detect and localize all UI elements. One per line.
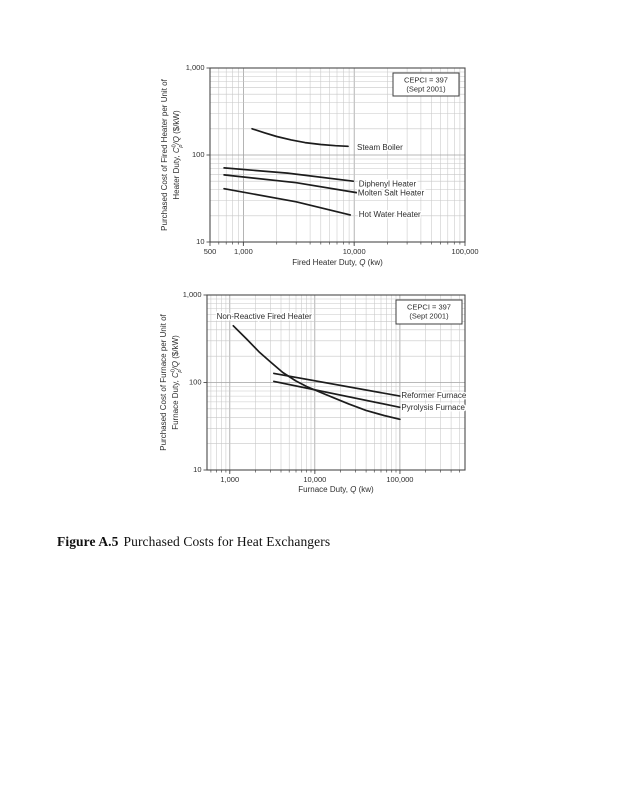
legend-line2: (Sept 2001) [409,312,449,321]
x-axis-title: Furnace Duty, Q (kw) [298,485,374,494]
y-tick-label: 100 [192,150,205,159]
x-tick-label: 1,000 [220,475,239,484]
series-label-hot-water-heater: Hot Water Heater [359,210,421,219]
legend-box: CEPCI = 397(Sept 2001) [395,299,463,325]
furnaces-chart: 1,000 10,000 100,000 10 100 1,000 Furnace Duty… [145,288,485,503]
fired-heaters-chart: 500 1,000 10,000 100,000 10 100 1,000 Fired Hea… [145,38,485,276]
series-line-hot-water-heater [223,187,352,216]
x-tick-label: 500 [204,247,217,256]
y-axis-title-line1: Purchased Cost of Furnace per Unit of [159,313,168,450]
series-line-steam-boiler [251,127,349,148]
series-line-molten-salt-heater [223,174,358,194]
series-label-reformer-furnace: Reformer Furnace [401,391,466,400]
furnaces-plot-svg: 1,000 10,000 100,000 10 100 1,000 Furnace Duty… [159,290,468,494]
legend-box: CEPCI = 397(Sept 2001) [392,72,460,97]
y-tick-label: 10 [193,465,201,474]
figure-caption-title: Purchased Costs for Heat Exchangers [123,534,331,549]
x-axis-title: Fired Heater Duty, Q (kw) [292,258,383,267]
legend-frame [395,299,463,325]
y-axis-title-line2: Furnace Duty, C0p/Q ($/kW) [171,335,183,430]
series-line-reformer-furnace [273,372,401,397]
x-tick-label: 100,000 [386,475,413,484]
series-line-non-reactive-fired-heater [232,324,401,421]
figure-caption-label: Figure A.5 [57,534,119,549]
x-tick-label: 10,000 [303,475,326,484]
y-tick-label: 100 [189,377,202,386]
fired-heaters-plot-svg: 500 1,000 10,000 100,000 10 100 1,000 Fired Hea… [160,63,479,267]
x-tick-label: 100,000 [451,247,478,256]
y-tick-label: 1,000 [186,63,205,72]
y-axis-title-line1: Purchased Cost of Fired Heater per Unit … [160,78,169,230]
series-line-pyrolysis-furnace [273,380,401,409]
y-tick-label: 1,000 [183,290,202,299]
series-label-molten-salt-heater: Molten Salt Heater [358,189,425,198]
series-label-pyrolysis-furnace: Pyrolysis Furnace [401,403,465,412]
legend-line1: CEPCI = 397 [404,76,448,85]
series-label-steam-boiler: Steam Boiler [357,143,403,152]
figure-caption: Figure A.5 Purchased Costs for Heat Excha… [57,534,330,550]
legend-frame [392,72,460,97]
y-tick-label: 10 [196,237,204,246]
series-label-diphenyl-heater: Diphenyl Heater [359,179,417,188]
legend-line2: (Sept 2001) [406,85,446,94]
y-axis-title-line2: Heater Duty, C0p/Q ($/kW) [172,110,184,200]
legend-line1: CEPCI = 397 [407,303,451,312]
series-line-diphenyl-heater [223,167,355,183]
x-tick-label: 10,000 [343,247,366,256]
x-tick-label: 1,000 [234,247,253,256]
series-label-non-reactive-fired-heater: Non-Reactive Fired Heater [217,312,312,321]
